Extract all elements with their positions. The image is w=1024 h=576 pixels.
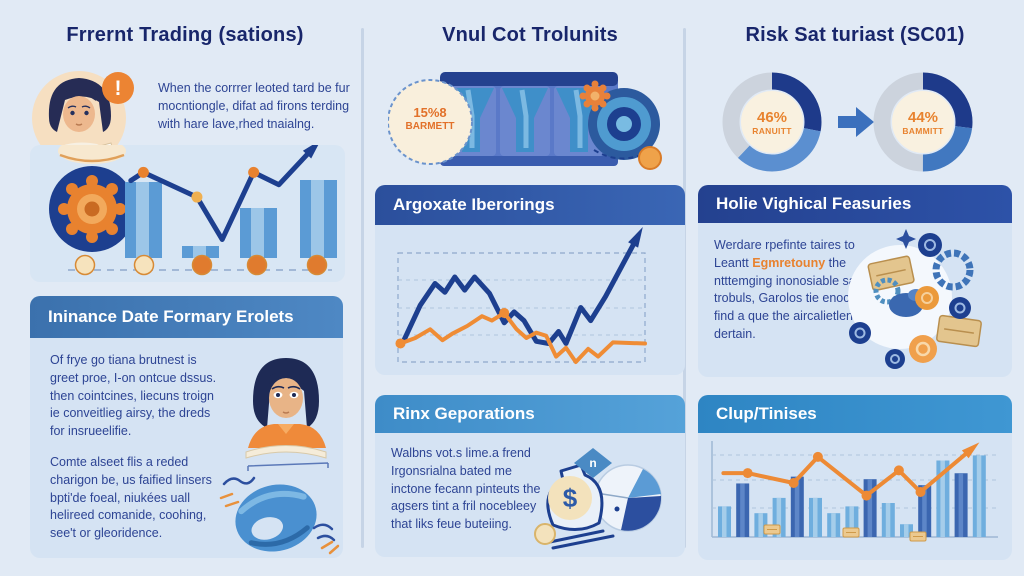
svg-text:!: ! (115, 77, 122, 100)
col2-sectionA-panel: Argoxate Iberorings (375, 185, 685, 375)
alert-badge-icon: ! (102, 72, 134, 104)
col3-text-after: the ntttemging inonosiable sace trobuls,… (714, 255, 869, 341)
col1-trend-chart (49, 145, 337, 276)
donut1-pct: 46% (756, 108, 788, 126)
machinery-icon (388, 72, 662, 170)
finance-cluster-icon (848, 229, 982, 369)
knot-icon (219, 462, 340, 555)
col3-sectionB-panel: Clup/Tinises (698, 395, 1012, 560)
col3-sectionA-header: Holie Vighical Feasuries (698, 185, 1012, 223)
col3-donut-chart (722, 72, 973, 172)
badge-line2: BARMETT (405, 120, 455, 132)
col2-sectionA-header: Argoxate Iberorings (375, 185, 685, 225)
col3-bar-chart (711, 441, 998, 542)
col1-section-panel: Ininance Date Formary Erolets Of frye go… (30, 296, 343, 558)
column-divider-left (361, 28, 364, 548)
percentage-badge (388, 79, 473, 165)
money-bag-icon: $ (534, 463, 615, 550)
badge-line1: 15%8 (413, 105, 447, 120)
diamond-badge-icon: n (574, 448, 612, 478)
pie-chart-icon (594, 464, 662, 532)
banknote-icon (867, 255, 915, 292)
badge-label: 15%8 BARMETT (392, 105, 468, 132)
woman-reading-icon (245, 358, 327, 459)
col2-line-chart (395, 227, 647, 364)
col1-para2: Comte alseet flis a reded charigon be, u… (50, 455, 212, 540)
arrow-right-icon (838, 107, 874, 137)
col1-title: Frrernt Trading (sations) (66, 24, 304, 46)
banknote2-icon (936, 314, 982, 348)
col2-title: Vnul Cot Trolunits (442, 24, 618, 46)
col3-text-highlight: Egmretouny (752, 255, 826, 270)
donut2-sub: BAMMITT (902, 125, 944, 136)
col3-sectionA-panel: Holie Vighical Feasuries Werdare rpefint… (698, 185, 1012, 377)
col2-sectionB-text: Walbns vot.s lime.a frend Irgonsrialna b… (391, 446, 541, 531)
col2-sectionB-header: Rinx Geporations (375, 395, 685, 433)
donut2-pct: 44% (907, 108, 939, 126)
col3-text-before: Werdare rpefinte taires to Leantt (714, 238, 855, 270)
donut1-sub: RANUITT (752, 125, 792, 136)
money-pie-icon: $ n (534, 448, 662, 550)
gear-ring-icon (932, 249, 974, 291)
small-gear-icon (579, 80, 611, 112)
col1-para1: Of frye go tiana brutnest is greet proe,… (50, 353, 217, 438)
donut1-label: 46% RANUITT (737, 102, 807, 142)
gear-icon (49, 166, 135, 252)
col1-section-header: Ininance Date Formary Erolets (30, 296, 343, 338)
col2-sectionB-panel: Rinx Geporations Walbns vot.s lime.a fre… (375, 395, 685, 557)
svg-text:n: n (589, 456, 596, 470)
col3-sectionB-header: Clup/Tinises (698, 395, 1012, 433)
col3-title: Risk Sat turiast (SC01) (745, 24, 965, 46)
col1-trend-chart-panel (30, 145, 345, 282)
col3-sectionA-text: Werdare rpefinte taires to Leantt Egmret… (714, 237, 880, 344)
col1-intro-text: When the corrrer leoted tard be fur mocn… (158, 81, 350, 131)
coin-icon (638, 146, 662, 170)
svg-text:$: $ (563, 483, 578, 513)
donut2-label: 44% BAMMITT (888, 102, 958, 142)
